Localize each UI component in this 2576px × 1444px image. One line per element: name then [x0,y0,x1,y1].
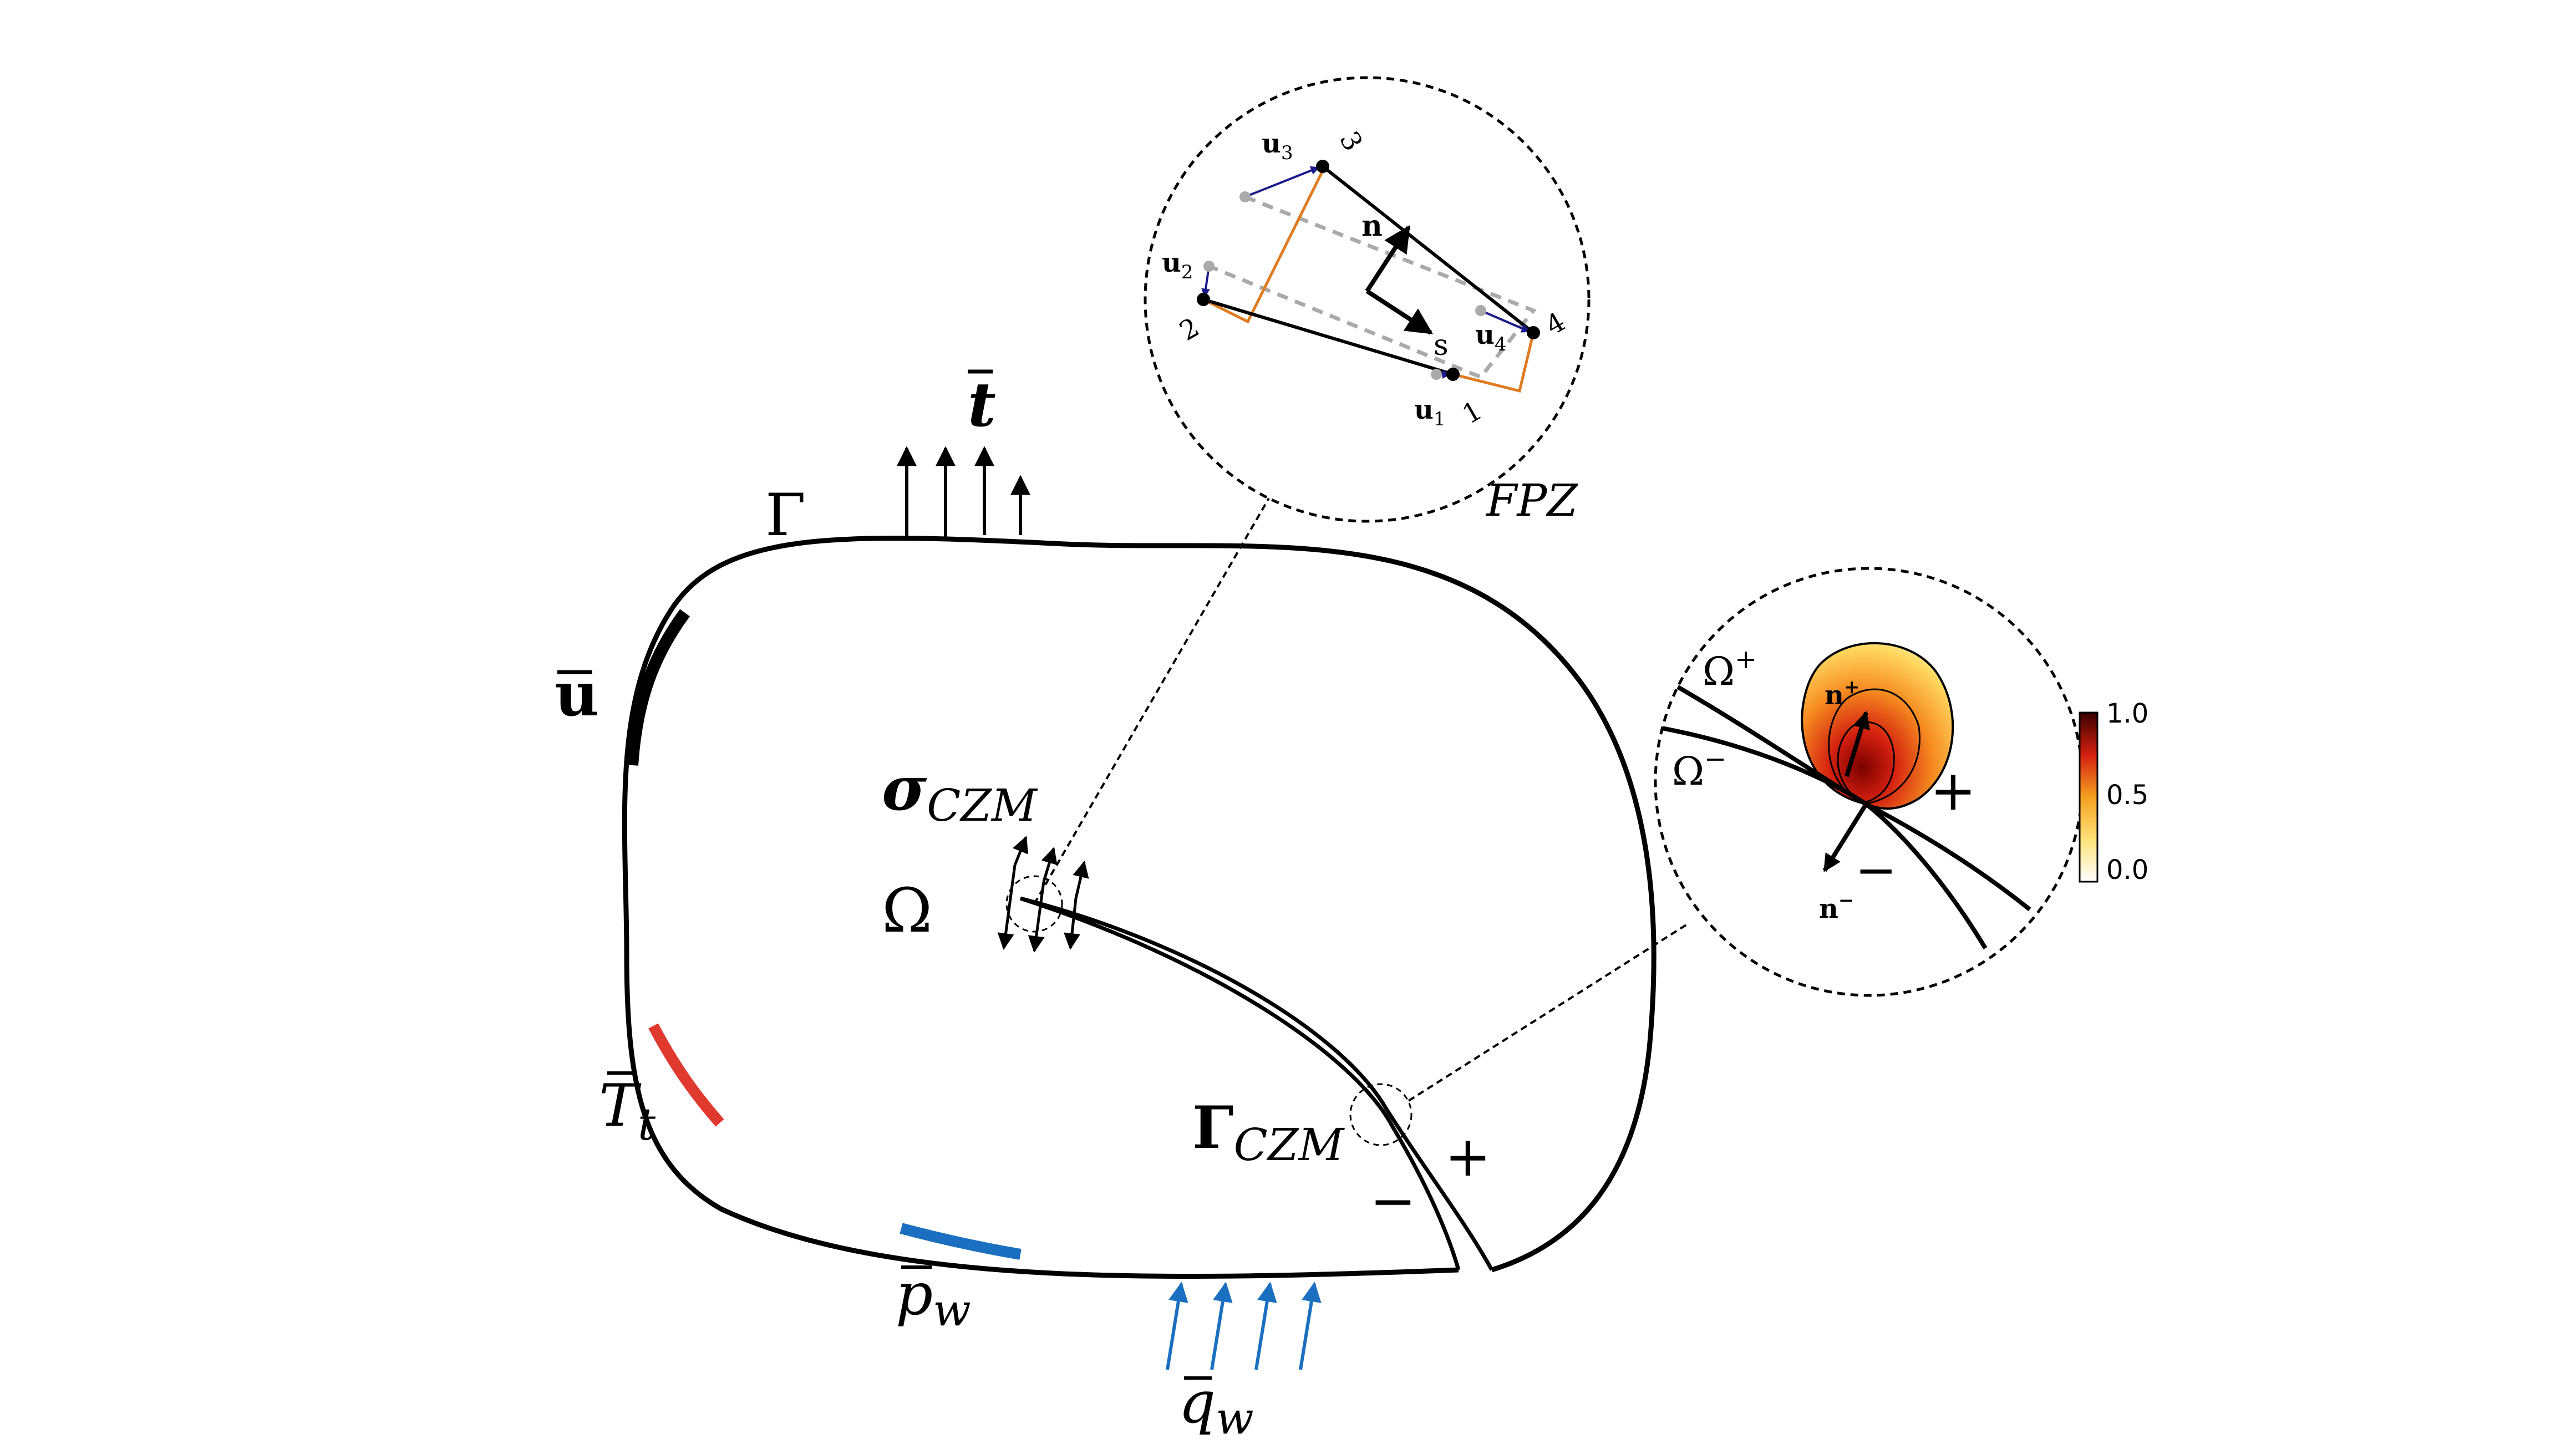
n-plus-label: n+ [1825,676,1859,711]
u-bar-label: u [555,658,599,730]
s-label: s [1434,329,1449,362]
pressure-boundary-segment [900,1223,1022,1260]
domain-boundary [622,536,1657,1279]
crack-upper-face [1020,896,1494,1271]
deformed-element [1203,298,1454,376]
node-2-dot [1197,293,1210,306]
colorbar-tick-mid: 0.5 [2106,780,2148,811]
u3-label: u3 [1262,128,1293,164]
u2-label: u2 [1162,247,1193,283]
contact-inset: Ω+ Ω− n+ n− + − [1654,567,2084,997]
colorbar-tick-max: 1.0 [2106,698,2148,729]
node-3-dot [1316,160,1329,173]
fpz-inset-circle [1144,76,1591,523]
traction-arrows [897,446,1030,541]
element-edge-2 [1452,332,1535,393]
plus-label: + [1445,1124,1491,1189]
sigma-czm-label: σCZM [882,752,1038,831]
n-label: n [1361,209,1383,243]
traction-boundary-segment [648,1023,724,1127]
n-minus-label: n− [1819,889,1854,924]
element-edge-1 [1208,170,1324,324]
colorbar-gradient [2079,711,2099,883]
minus-label: − [1370,1168,1416,1233]
u1-label: u1 [1414,394,1446,430]
tangent-vector [1365,289,1434,335]
fpz-label: FPZ [1485,475,1578,526]
interface-marker [1349,1083,1413,1146]
omega-plus-label: Ω+ [1703,644,1757,694]
colorbar: 1.0 0.5 0.0 [2079,698,2148,886]
flux-label: qw [1178,1369,1254,1444]
deformed-element-top [1322,165,1535,334]
cohesive-traction-arrows [997,836,1089,953]
node-4-dot [1527,326,1540,339]
crack-lower-face [1019,896,1461,1270]
inset-plus-label: + [1930,758,1977,823]
n-plus-arrow [1845,710,1870,777]
u4-label: u4 [1475,319,1507,355]
displacement-boundary-segment [626,609,690,766]
interface-lower [1655,724,1988,950]
node-1-dot [1446,368,1460,381]
pressure-label: pw [896,1260,971,1336]
traction-label: Tt [599,1072,656,1150]
t-bar-label: t [968,369,996,440]
damage-lobe [1801,642,1954,810]
omega-label: Ω [882,875,932,946]
colorbar-tick-min: 0.0 [2106,855,2148,886]
fpz-inset: n s u1 u2 u3 u4 1 2 3 4 FPZ [1144,76,1591,526]
gamma-label: Γ [765,481,806,549]
inset-minus-label: − [1855,841,1897,899]
n-minus-arrow [1822,802,1868,872]
normal-vector [1365,225,1411,293]
omega-minus-label: Ω− [1672,744,1726,794]
gamma-czm-label: ΓCZM [1192,1093,1345,1171]
crack-tip-marker [1005,875,1063,933]
fpz-leader-line [1033,495,1271,905]
flux-arrows [1166,1282,1322,1370]
